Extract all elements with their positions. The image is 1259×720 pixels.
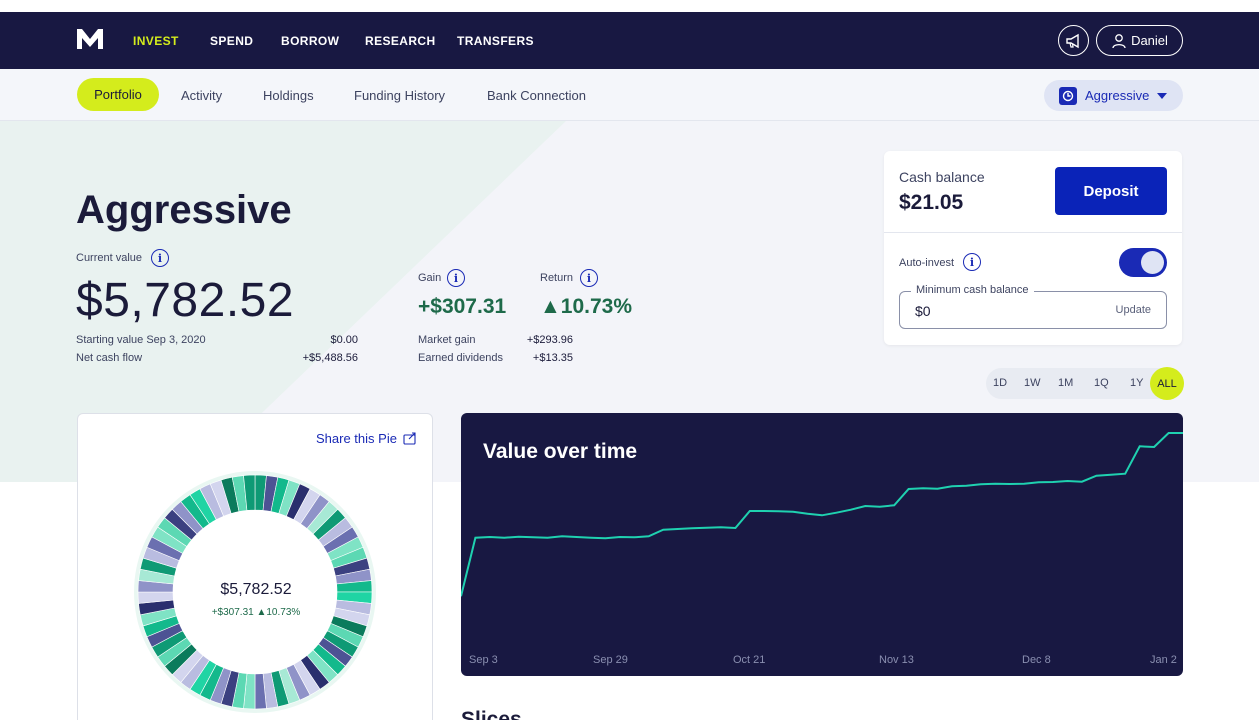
pie-selector-label: Aggressive	[1085, 88, 1150, 103]
donut-hole	[173, 510, 337, 674]
pie-card: Share this Pie $5,782.52 +$307.31 ▲10.73…	[77, 413, 433, 720]
range-1y[interactable]: 1Y	[1130, 377, 1144, 389]
range-1d[interactable]: 1D	[993, 377, 1008, 389]
slices-heading: Slices	[461, 708, 522, 720]
return-value: ▲10.73%	[540, 295, 633, 318]
earned-dividends-label: Earned dividends	[418, 352, 504, 364]
nav-research[interactable]: RESEARCH	[365, 34, 436, 48]
range-1m[interactable]: 1M	[1058, 377, 1074, 389]
net-cash-flow: +$5,488.56	[302, 352, 358, 364]
range-all[interactable]: ALL	[1150, 367, 1184, 400]
cash-balance-value: $21.05	[899, 191, 964, 214]
minimum-cash-balance-value[interactable]: $0	[915, 303, 931, 319]
starting-value-label: Starting value Sep 3, 2020	[76, 334, 206, 346]
sub-navigation: Portfolio Activity Holdings Funding Hist…	[0, 69, 1259, 121]
divider	[884, 232, 1182, 233]
x-tick-label: Oct 21	[733, 654, 766, 666]
market-gain-value: +$293.96	[526, 334, 573, 346]
x-tick-label: Sep 3	[469, 654, 498, 666]
market-gain-label: Market gain	[418, 334, 476, 346]
donut-center-value: $5,782.52	[220, 581, 292, 598]
x-tick-label: Dec 8	[1022, 654, 1051, 666]
share-pie-link[interactable]: Share this Pie	[316, 431, 417, 446]
chart-title: Value over time	[483, 440, 638, 463]
x-tick-label: Nov 13	[879, 654, 914, 666]
current-value-label: Current value	[76, 252, 143, 264]
cash-balance-card: Cash balance $21.05 Deposit Auto-invest …	[884, 151, 1182, 345]
tab-funding-history[interactable]: Funding History	[354, 88, 446, 103]
nav-invest[interactable]: INVEST	[133, 34, 179, 48]
nav-borrow[interactable]: BORROW	[281, 34, 340, 48]
user-menu-button[interactable]: Daniel	[1096, 25, 1183, 56]
toggle-knob	[1141, 251, 1164, 274]
info-icon[interactable]: i	[580, 269, 598, 287]
return-label: Return	[540, 272, 574, 284]
nav-transfers[interactable]: TRANSFERS	[457, 34, 534, 48]
net-cash-flow-label: Net cash flow	[76, 352, 143, 364]
auto-invest-toggle[interactable]	[1119, 248, 1167, 277]
info-icon[interactable]: i	[963, 253, 981, 271]
gain-value: +$307.31	[418, 295, 507, 318]
gain-label: Gain	[418, 272, 442, 284]
share-icon	[403, 432, 416, 445]
x-tick-label: Jan 2	[1150, 654, 1177, 666]
info-icon[interactable]: i	[447, 269, 465, 287]
portfolio-title: Aggressive	[76, 188, 292, 232]
value-over-time-chart: Value over time Sep 3 Sep 29 Oct 21 Nov …	[461, 413, 1183, 676]
portfolio-donut-chart[interactable]	[78, 414, 434, 720]
tab-activity[interactable]: Activity	[181, 88, 223, 103]
deposit-button[interactable]: Deposit	[1055, 167, 1167, 215]
line-chart-svg[interactable]	[461, 413, 1183, 676]
tab-bank-connection[interactable]: Bank Connection	[487, 88, 587, 103]
minimum-cash-balance-field[interactable]: Minimum cash balance $0 Update	[899, 284, 1167, 329]
share-pie-label: Share this Pie	[316, 431, 397, 446]
starting-value: $0.00	[330, 334, 358, 346]
info-icon[interactable]: i	[151, 249, 169, 267]
current-value: $5,782.52	[76, 274, 295, 327]
donut-center-change: +$307.31 ▲10.73%	[211, 607, 301, 618]
value-series-line	[461, 432, 1183, 597]
minimum-cash-balance-label: Minimum cash balance	[911, 284, 1034, 296]
announcements-button[interactable]	[1058, 25, 1089, 56]
megaphone-icon	[1065, 33, 1079, 48]
range-1w[interactable]: 1W	[1024, 377, 1041, 389]
nav-spend[interactable]: SPEND	[210, 34, 254, 48]
update-button[interactable]: Update	[1115, 304, 1151, 316]
top-strip	[0, 0, 1259, 12]
m1-logo-icon[interactable]	[76, 27, 104, 51]
earned-dividends-value: +$13.35	[532, 352, 573, 364]
user-icon	[1112, 33, 1126, 48]
pie-icon	[1059, 86, 1077, 105]
tab-portfolio[interactable]: Portfolio	[77, 78, 159, 111]
auto-invest-label: Auto-invest	[899, 257, 955, 269]
x-tick-label: Sep 29	[593, 654, 628, 666]
pie-selector-dropdown[interactable]: Aggressive	[1044, 80, 1183, 111]
user-name: Daniel	[1131, 33, 1168, 48]
caret-down-icon	[1157, 92, 1168, 99]
top-navigation: INVEST SPEND BORROW RESEARCH TRANSFERS D…	[0, 12, 1259, 69]
cash-balance-label: Cash balance	[899, 169, 985, 185]
range-1q[interactable]: 1Q	[1094, 377, 1109, 389]
tab-holdings[interactable]: Holdings	[263, 88, 314, 103]
